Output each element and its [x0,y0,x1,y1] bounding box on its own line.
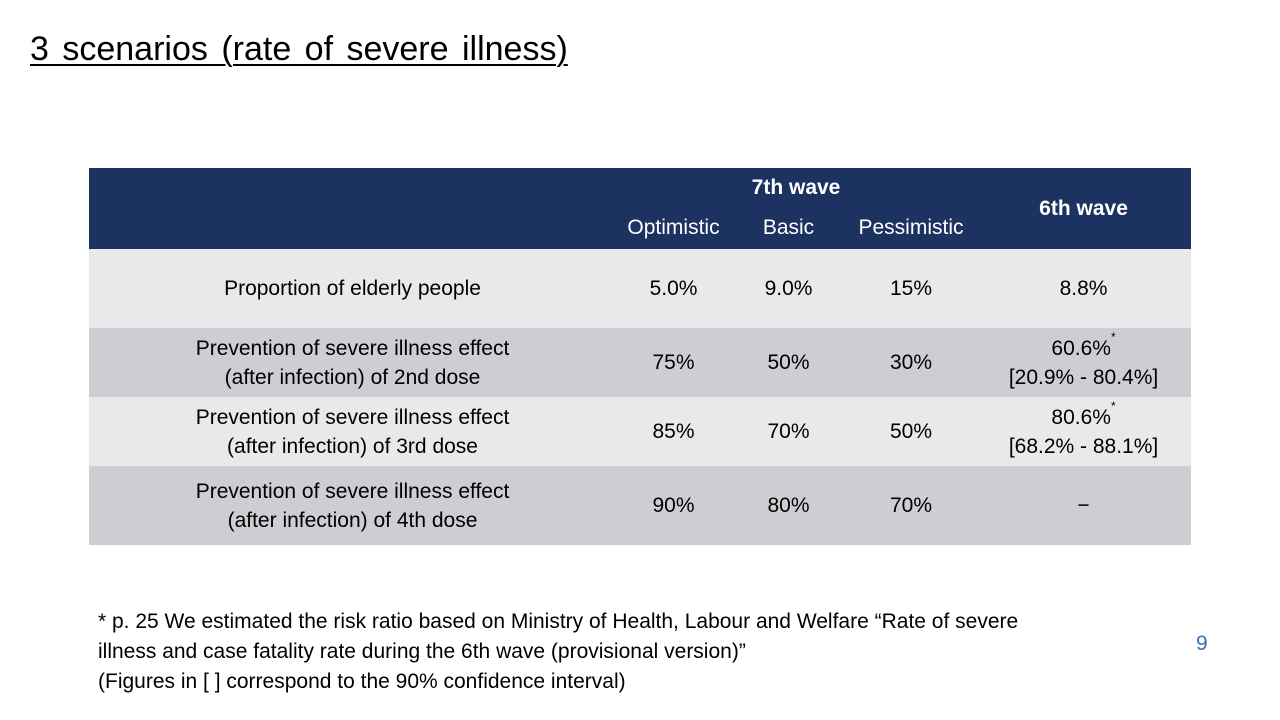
scenarios-table: 7th wave 6th wave Optimistic Basic Pessi… [89,168,1192,545]
value-text: 80.6% [1051,405,1111,429]
footnote-line: * p. 25 We estimated the risk ratio base… [98,610,1019,633]
footnote: * p. 25 We estimated the risk ratio base… [98,607,1178,697]
cell-pessimistic: 50% [846,397,977,466]
confidence-interval: [68.2% - 88.1%] [1008,434,1159,458]
row-label-line: Proportion of elderly people [224,277,481,300]
row-label: Prevention of severe illness effect (aft… [89,328,616,397]
cell-optimistic: 75% [616,328,731,397]
row-label: Proportion of elderly people [89,249,616,328]
cell-pessimistic: 15% [846,249,977,328]
row-label-line: (after infection) of 4th dose [227,508,478,532]
cell-optimistic: 90% [616,466,731,545]
row-label: Prevention of severe illness effect (aft… [89,466,616,545]
table-row: Prevention of severe illness effect (aft… [89,397,1192,466]
value-text: 60.6% [1051,336,1111,360]
cell-basic: 9.0% [731,249,846,328]
cell-pessimistic: 70% [846,466,977,545]
table-row: Prevention of severe illness effect (aft… [89,466,1192,545]
page-number: 9 [1196,632,1208,655]
header-row-scenarios: Optimistic Basic Pessimistic [89,208,1191,249]
cell-6th-wave: 8.8% [976,249,1192,328]
cell-basic: 80% [731,466,846,545]
cell-optimistic: 85% [616,397,731,466]
row-label: Prevention of severe illness effect (aft… [89,397,616,466]
cell-6th-wave: 60.6%* [20.9% - 80.4%] [976,328,1192,397]
header-row-waves: 7th wave 6th wave [89,168,1192,249]
row-label-line: (after infection) of 3rd dose [227,434,478,458]
table-row: Prevention of severe illness effect (aft… [89,328,1192,397]
header-6th-wave: 6th wave [976,168,1192,249]
slide-title: 3 scenarios (rate of severe illness) [30,30,568,68]
confidence-interval: [20.9% - 80.4%] [1008,365,1159,389]
footnote-mark: * [1110,398,1116,413]
header-pessimistic: Pessimistic [846,208,977,249]
row-label-line: Prevention of severe illness effect [195,479,510,503]
footnote-mark: * [1110,329,1116,344]
cell-6th-wave-value: 80.6%* [976,400,1191,432]
header-basic: Basic [731,208,846,249]
cell-6th-wave-value: 60.6%* [976,331,1191,363]
row-label-line: (after infection) of 2nd dose [224,365,481,389]
table-row: Proportion of elderly people 5.0% 9.0% 1… [89,249,1192,328]
footnote-line: (Figures in [ ] correspond to the 90% co… [98,670,626,693]
cell-basic: 50% [731,328,846,397]
cell-6th-wave: − [976,466,1192,545]
footnote-line: illness and case fatality rate during th… [98,640,746,663]
header-7th-wave: 7th wave [616,168,977,208]
header-optimistic: Optimistic [616,208,731,249]
row-label-line: Prevention of severe illness effect [195,405,510,429]
cell-optimistic: 5.0% [616,249,731,328]
header-blank-cell [89,168,616,249]
cell-6th-wave: 80.6%* [68.2% - 88.1%] [976,397,1192,466]
row-label-line: Prevention of severe illness effect [195,336,510,360]
cell-pessimistic: 30% [846,328,977,397]
cell-basic: 70% [731,397,846,466]
